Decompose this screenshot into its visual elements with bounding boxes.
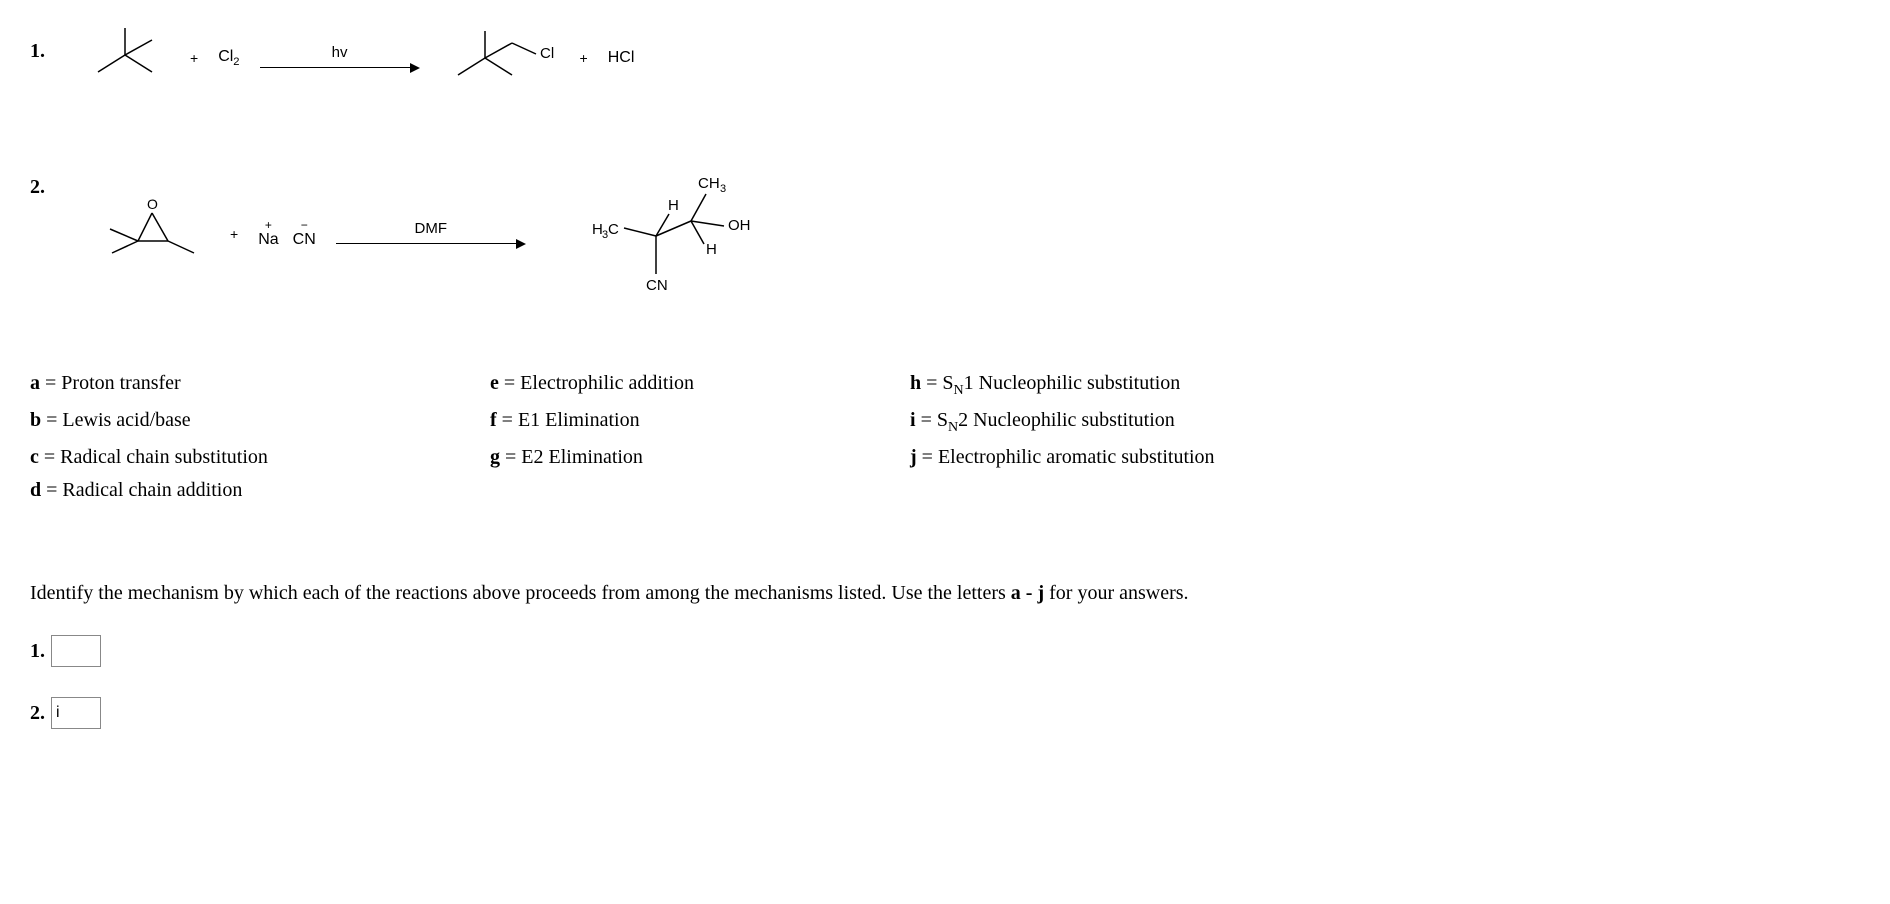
svg-text:C: C (608, 221, 619, 238)
plus-symbol: + (230, 226, 238, 242)
mech-f: f = E1 Elimination (490, 409, 870, 436)
product-cl-label: Cl (540, 45, 554, 62)
answer-2-input[interactable] (51, 697, 101, 729)
reaction-2-number: 2. (30, 176, 60, 199)
reaction-2: 2. O + + Na − CN DMF (30, 156, 1860, 312)
reaction-2-product-structure: CH 3 OH H H H 3 C CN (586, 156, 766, 312)
label-ch3: CH (698, 175, 720, 192)
plus-symbol: + (580, 50, 588, 66)
answer-1-label: 1. (30, 640, 45, 663)
arrow-head-icon (516, 239, 526, 249)
mech-g: g = E2 Elimination (490, 446, 870, 469)
answer-row-1: 1. (30, 635, 1860, 667)
mech-a: a = Proton transfer (30, 372, 450, 399)
arrow-shaft (336, 243, 516, 244)
mech-h: h = SN1 Nucleophilic substitution (910, 372, 1330, 399)
mech-e: e = Electrophilic addition (490, 372, 870, 399)
answer-row-2: 2. (30, 697, 1860, 729)
cn-charge: − (301, 219, 308, 231)
label-oh: OH (728, 217, 751, 234)
reagent-cl2: Cl2 (218, 48, 239, 68)
reagent-nacn: + Na − CN (258, 219, 316, 249)
plus-symbol: + (190, 50, 198, 66)
na-label: Na (258, 231, 278, 249)
epoxide-o-label: O (147, 196, 158, 212)
mech-d: d = Radical chain addition (30, 479, 450, 502)
cn-label: CN (293, 231, 316, 249)
label-h2: H (706, 241, 717, 258)
answer-1-input[interactable] (51, 635, 101, 667)
reaction-1-product-structure: Cl (440, 20, 560, 96)
mechanism-legend: a = Proton transfer e = Electrophilic ad… (30, 372, 1860, 502)
arrow-shaft (260, 67, 410, 68)
product-hcl: HCl (608, 49, 635, 67)
arrow-label-dmf: DMF (415, 220, 448, 237)
label-cn: CN (646, 277, 668, 294)
arrow-head-icon (410, 63, 420, 73)
reaction-2-arrow: DMF (336, 220, 526, 249)
reaction-2-epoxide-structure: O (80, 191, 210, 277)
instruction-text: Identify the mechanism by which each of … (30, 582, 1860, 605)
reaction-1: 1. + Cl2 hv Cl (30, 20, 1860, 96)
mech-j: j = Electrophilic aromatic substitution (910, 446, 1330, 469)
label-h1: H (668, 197, 679, 214)
mech-i: i = SN2 Nucleophilic substitution (910, 409, 1330, 436)
reaction-1-arrow: hv (260, 44, 420, 73)
reaction-1-reactant-structure (80, 20, 170, 96)
mech-c: c = Radical chain substitution (30, 446, 450, 469)
svg-text:3: 3 (720, 183, 726, 195)
reaction-1-number: 1. (30, 40, 60, 63)
mech-b: b = Lewis acid/base (30, 409, 450, 436)
arrow-label-hv: hv (332, 44, 348, 61)
answer-2-label: 2. (30, 702, 45, 725)
na-charge: + (265, 219, 272, 231)
